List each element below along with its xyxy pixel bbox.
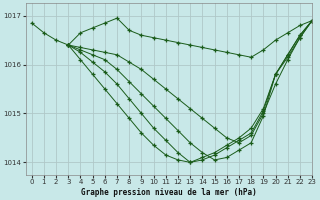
X-axis label: Graphe pression niveau de la mer (hPa): Graphe pression niveau de la mer (hPa) [81,188,257,197]
